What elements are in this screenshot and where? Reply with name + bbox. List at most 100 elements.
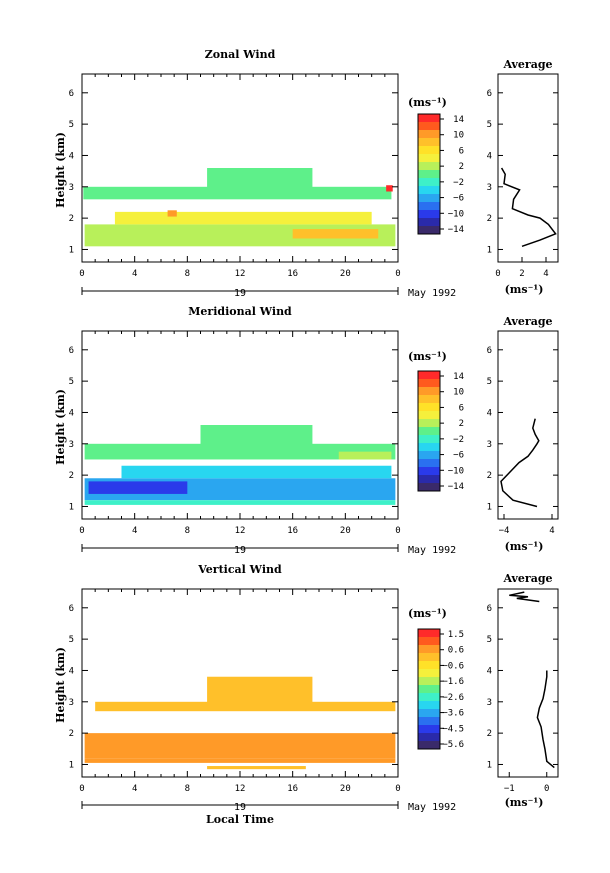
colorbar-swatch	[418, 218, 440, 227]
colorbar-tick-label: −3.6	[442, 709, 464, 719]
profile-x-tick-label: 4	[549, 526, 554, 536]
heatmap-cells	[83, 168, 396, 247]
profile-y-tick-label: 3	[487, 183, 492, 193]
colorbar-swatch	[418, 637, 440, 646]
y-tick-label: 3	[69, 440, 74, 450]
profile-title: Average	[502, 58, 552, 71]
x-tick-label: 16	[287, 526, 298, 536]
colorbar-swatch	[418, 202, 440, 211]
x-tick-label: 4	[132, 526, 137, 536]
heatmap-region	[84, 500, 396, 505]
colorbar-swatch	[418, 387, 440, 396]
heatmap-region	[84, 758, 396, 763]
heatmap-region	[207, 168, 313, 194]
x-tick-label: 0	[79, 784, 84, 794]
profile-x-tick-label: 2	[519, 269, 524, 279]
profile-x-tick-label: −4	[499, 526, 510, 536]
colorbar: 1.5 0.6 −0.6 −1.6 −2.6 −3.6 −4.5 −5.6	[417, 628, 464, 750]
colorbar-unit: (ms⁻¹)	[408, 350, 447, 363]
profile-y-tick-label: 1	[487, 760, 492, 770]
heatmap-region	[338, 451, 392, 460]
colorbar-tick-label: −0.6	[442, 661, 464, 671]
x-tick-label: 0	[395, 784, 400, 794]
profile-y-tick-label: 5	[487, 635, 492, 645]
x-tick-label: 8	[185, 269, 190, 279]
colorbar-tick-label: 10	[453, 131, 464, 141]
colorbar-swatch	[418, 122, 440, 131]
colorbar-tick-label: −14	[448, 482, 464, 492]
profile-x-label: (ms⁻¹)	[505, 796, 544, 809]
x-tick-label: 20	[340, 269, 351, 279]
colorbar-tick-label: −2.6	[442, 693, 464, 703]
profile-y-tick-label: 2	[487, 214, 492, 224]
colorbar-tick-label: −10	[448, 466, 464, 476]
panel-title: Zonal Wind	[205, 48, 276, 61]
colorbar-tick-label: −4.5	[442, 724, 464, 734]
profile-y-tick-label: 2	[487, 471, 492, 481]
x-tick-label: 4	[132, 269, 137, 279]
y-tick-label: 4	[69, 666, 74, 676]
colorbar-swatch	[418, 701, 440, 710]
colorbar-tick-label: −1.6	[442, 677, 464, 687]
colorbar-swatch	[418, 669, 440, 678]
heatmap-cells	[84, 676, 396, 770]
profile-x-label: (ms⁻¹)	[505, 540, 544, 553]
colorbar: 14 10 6 2 −2 −6 −10 −14	[417, 113, 464, 235]
colorbar-swatch	[418, 114, 440, 123]
y-tick-label: 5	[69, 635, 74, 645]
colorbar: 14 10 6 2 −2 −6 −10 −14	[417, 370, 464, 492]
colorbar-swatch	[418, 371, 440, 380]
colorbar-tick-label: −2	[453, 178, 464, 188]
heatmap-region	[84, 733, 396, 759]
colorbar-swatch	[418, 443, 440, 452]
heatmap-region	[121, 465, 392, 479]
colorbar-swatch	[418, 709, 440, 718]
x-tick-label: 4	[132, 784, 137, 794]
heatmap-region	[386, 185, 393, 192]
colorbar-frame	[417, 628, 441, 750]
x-ticks: 0 4 8 12 16 20 0	[79, 589, 401, 794]
y-tick-label: 4	[69, 151, 74, 161]
colorbar-tick-label: 10	[453, 388, 464, 398]
y-tick-label: 1	[69, 245, 74, 255]
y-tick-label: 2	[69, 471, 74, 481]
y-tick-label: 1	[69, 502, 74, 512]
colorbar-tick-label: −10	[448, 209, 464, 219]
profile-x-tick-label: 0	[544, 784, 549, 794]
colorbar-tick-label: 2	[459, 419, 464, 429]
heatmap-region	[207, 766, 306, 770]
y-tick-label: 3	[69, 698, 74, 708]
profile-title: Average	[502, 315, 552, 328]
y-tick-label: 3	[69, 183, 74, 193]
y-tick-label: 5	[69, 377, 74, 387]
y-axis-label: Height (km)	[54, 389, 67, 465]
x-tick-label: 16	[287, 784, 298, 794]
colorbar-swatch	[418, 475, 440, 484]
colorbar-swatch	[418, 741, 440, 750]
colorbar-tick-label: −6	[453, 194, 464, 204]
colorbar-swatch	[418, 146, 440, 155]
colorbar-swatch	[418, 178, 440, 187]
colorbar-tick-label: −2	[453, 435, 464, 445]
colorbar-tick-label: 0.6	[448, 646, 464, 656]
y-ticks: 1 2 3 4 5 6	[69, 346, 398, 512]
profile-y-tick-label: 6	[487, 346, 492, 356]
colorbar-swatch	[418, 725, 440, 734]
y-tick-label: 6	[69, 89, 74, 99]
profile-frame	[497, 588, 559, 778]
colorbar-swatch	[418, 395, 440, 404]
day-label: 19	[234, 802, 246, 813]
profile-frame	[497, 330, 559, 520]
profile-y-tick-label: 6	[487, 89, 492, 99]
y-tick-label: 2	[69, 729, 74, 739]
colorbar-tick-label: 14	[453, 115, 464, 125]
heatmap-region	[88, 481, 188, 494]
x-ticks: 0 4 8 12 16 20 0	[79, 74, 401, 279]
colorbar-swatch	[418, 435, 440, 444]
colorbar-swatch	[418, 154, 440, 163]
x-tick-label: 20	[340, 784, 351, 794]
colorbar-swatch	[418, 483, 440, 492]
x-tick-label: 0	[395, 269, 400, 279]
